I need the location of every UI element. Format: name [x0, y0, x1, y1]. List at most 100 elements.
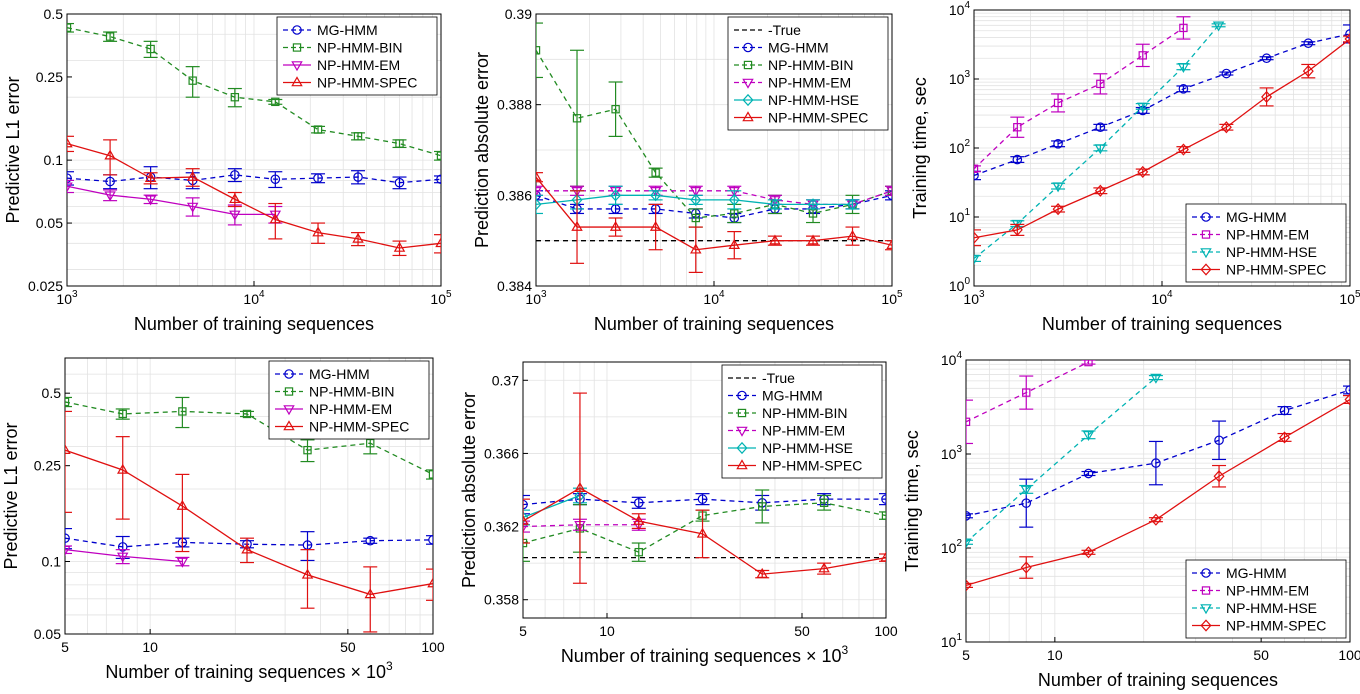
data-point	[966, 538, 972, 549]
data-point	[1261, 90, 1273, 104]
y-tick-label: 0.388	[497, 97, 532, 113]
legend-entry-mg-hmm: MG-HMM	[762, 388, 823, 404]
x-axis-label: Number of training sequences	[1042, 314, 1282, 334]
y-tick-label: 0.025	[28, 278, 63, 294]
data-point	[1052, 203, 1064, 216]
data-point	[1096, 79, 1105, 89]
data-point	[634, 547, 643, 557]
data-point	[609, 220, 622, 231]
data-point	[523, 511, 529, 524]
plot-area	[523, 392, 886, 584]
series-np-hmm-spec	[523, 392, 886, 584]
legend-entry-np-hmm-hse: NP-HMM-HSE	[768, 92, 859, 108]
plot-area	[536, 22, 892, 273]
data-point	[536, 187, 542, 198]
data-point	[691, 213, 700, 223]
series-line	[67, 142, 441, 249]
data-point	[881, 494, 886, 504]
data-point	[758, 502, 767, 511]
legend-marker	[736, 426, 748, 437]
legend-entry-np-hmm-spec: NP-HMM-SPEC	[768, 110, 868, 126]
y-tick-label: 0.05	[34, 626, 61, 642]
series-np-hmm-spec	[65, 410, 433, 633]
data-point	[1221, 68, 1232, 79]
legend-entry-mg-hmm: MG-HMM	[1226, 565, 1287, 581]
x-tick-label: 5	[519, 623, 527, 639]
data-point	[1011, 223, 1023, 237]
legend-entry-np-hmm-bin: NP-HMM-BIN	[768, 57, 854, 73]
series-np-hmm-em	[966, 360, 1096, 445]
data-point	[1094, 144, 1107, 155]
y-axis-label: Predictive L1 error	[1, 422, 21, 569]
series-line	[974, 33, 1350, 177]
y-tick-label: 0.25	[34, 458, 61, 474]
data-point	[523, 514, 529, 525]
series-np-hmm-bin	[67, 22, 441, 161]
legend-marker	[291, 61, 303, 72]
data-point	[571, 187, 583, 198]
data-point	[1177, 63, 1190, 74]
data-point	[65, 533, 70, 543]
legend-entry-mg-hmm: MG-HMM	[768, 40, 829, 56]
plot-area	[65, 396, 433, 633]
data-point	[65, 397, 70, 407]
series-line	[966, 361, 1089, 423]
legend-entry-np-hmm-em: NP-HMM-EM	[309, 401, 392, 417]
data-point	[1178, 84, 1189, 94]
legend-box	[727, 16, 889, 131]
data-point	[1214, 435, 1224, 446]
series-np-hmm-bin	[523, 489, 886, 562]
data-point	[271, 97, 280, 107]
y-tick-label: 102	[941, 538, 963, 556]
data-point	[649, 187, 662, 198]
legend-box	[721, 364, 883, 479]
legend-entry-np-hmm-spec: NP-HMM-SPEC	[1226, 262, 1326, 278]
legend-entry-np-hmm-bin: NP-HMM-BIN	[762, 405, 848, 421]
data-point	[1137, 102, 1149, 113]
series-line	[966, 377, 1157, 543]
data-point	[1279, 431, 1291, 444]
plot-area	[966, 360, 1350, 592]
x-tick-label: 10	[599, 623, 615, 639]
data-point	[393, 241, 406, 252]
data-point	[364, 588, 376, 599]
y-tick-label: 0.37	[492, 372, 519, 388]
x-tick-label: 10	[142, 639, 158, 655]
x-tick-label: 100	[421, 639, 445, 655]
data-point	[1212, 21, 1225, 32]
data-point	[242, 409, 252, 419]
data-point	[886, 238, 892, 249]
data-point	[974, 170, 979, 181]
legend-marker	[742, 78, 754, 89]
data-point	[1095, 122, 1106, 133]
data-point	[728, 238, 741, 249]
data-point	[1053, 139, 1063, 149]
data-point	[649, 220, 662, 231]
data-point	[186, 170, 199, 181]
y-tick-label: 104	[949, 0, 971, 18]
data-point	[144, 195, 157, 206]
data-point	[887, 186, 892, 195]
data-point	[436, 174, 441, 185]
data-point	[610, 189, 622, 202]
data-point	[428, 470, 433, 479]
data-point	[365, 535, 376, 546]
legend-marker	[742, 93, 754, 107]
data-point	[574, 481, 586, 492]
x-axis-label: Number of training sequences × 103	[561, 643, 849, 666]
data-point	[104, 191, 116, 202]
data-point	[1279, 405, 1290, 416]
legend-marker	[1201, 568, 1211, 578]
data-point	[728, 187, 741, 198]
y-axis-label: Training time, sec	[902, 430, 922, 571]
data-point	[846, 229, 859, 240]
x-axis-label: Number of training sequences	[1038, 670, 1278, 690]
legend-entry-np-hmm-spec: NP-HMM-SPEC	[317, 75, 417, 91]
data-point	[523, 522, 529, 533]
legend-entry-np-hmm-em: NP-HMM-EM	[1226, 583, 1309, 599]
legend-entry-mg-hmm: MG-HMM	[1226, 209, 1287, 225]
y-tick-label: 0.5	[44, 6, 64, 22]
